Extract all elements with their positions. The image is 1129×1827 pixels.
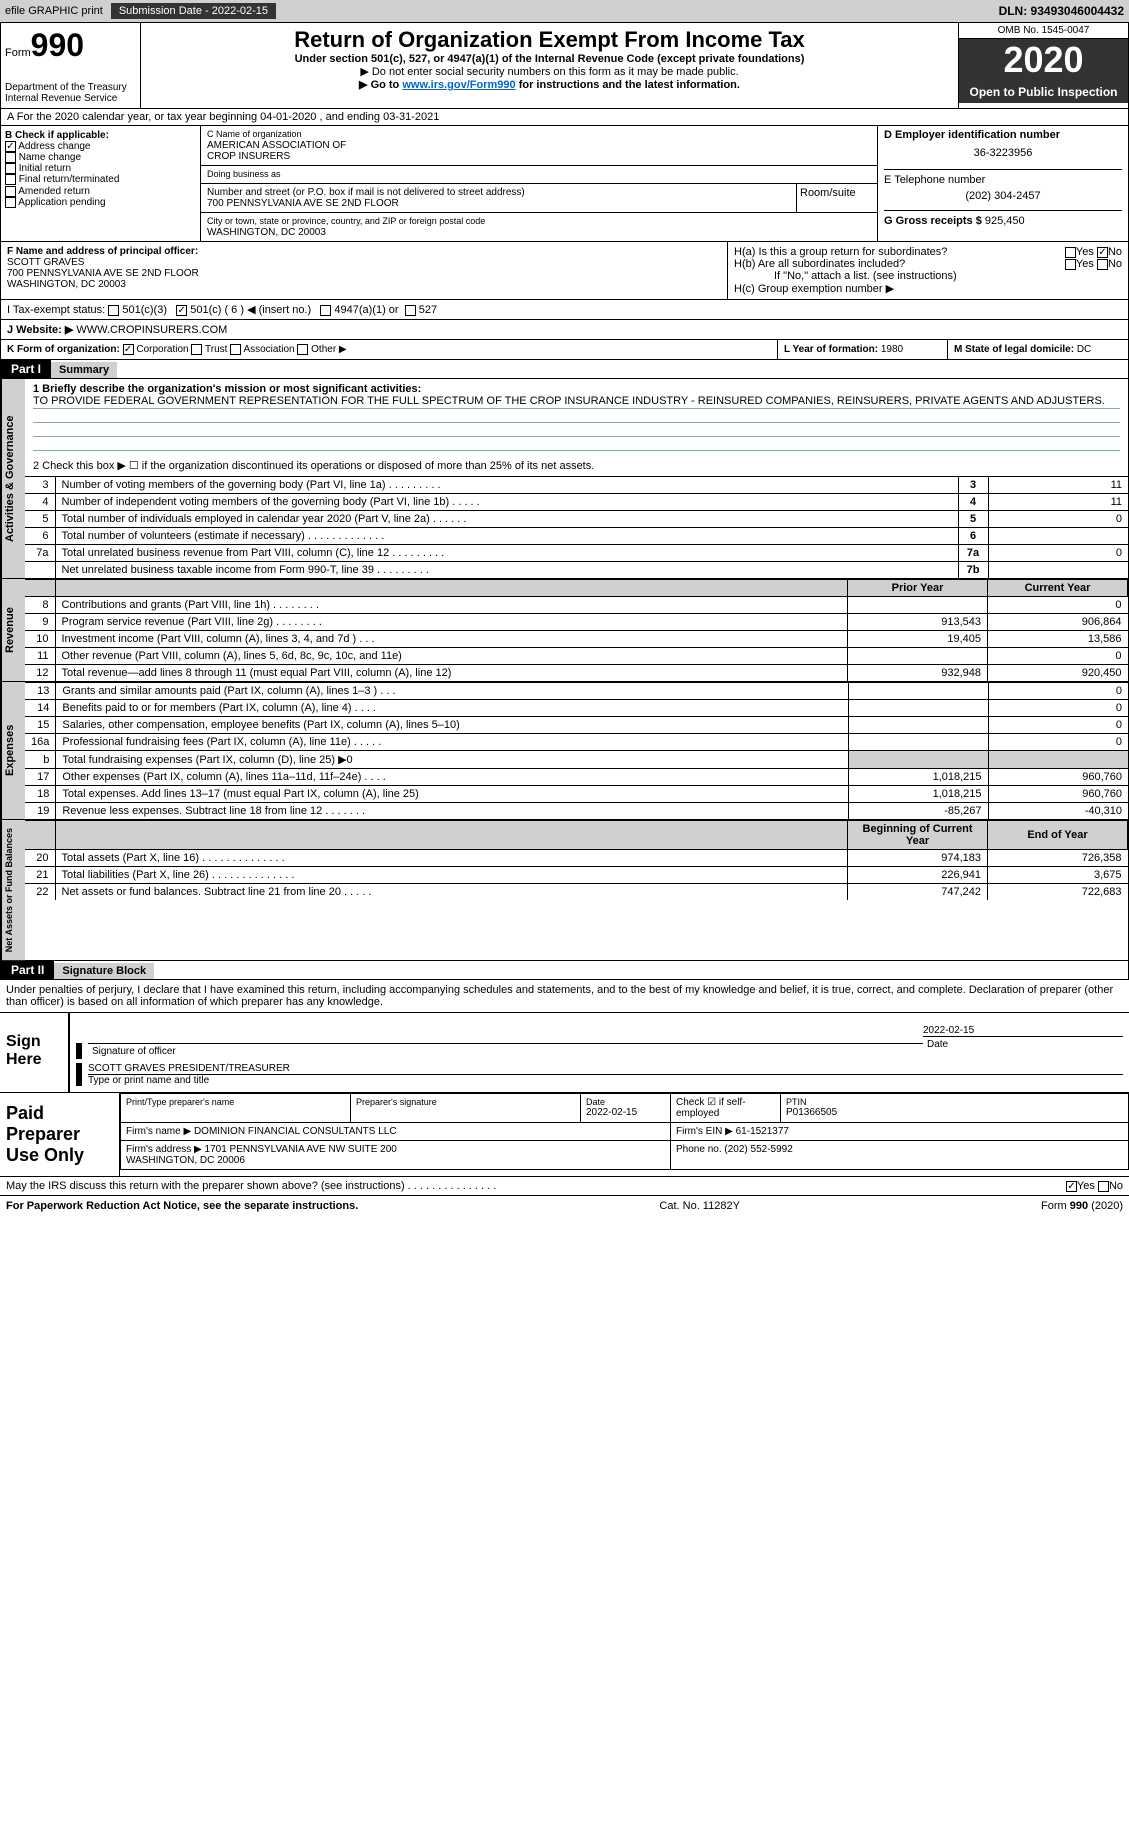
form-title: Return of Organization Exempt From Incom… bbox=[149, 27, 950, 53]
org-name-box: C Name of organization AMERICAN ASSOCIAT… bbox=[201, 126, 877, 166]
org-name: AMERICAN ASSOCIATION OF CROP INSURERS bbox=[207, 140, 346, 162]
dln-label: DLN: 93493046004432 bbox=[999, 4, 1124, 18]
efile-label: efile GRAPHIC print bbox=[5, 5, 103, 17]
top-bar: efile GRAPHIC print Submission Date - 20… bbox=[0, 0, 1129, 22]
paid-preparer-row: Paid Preparer Use Only Print/Type prepar… bbox=[0, 1092, 1129, 1177]
tax-exempt-row: I Tax-exempt status: 501(c)(3) 501(c) ( … bbox=[0, 300, 1129, 320]
officer-signed-name: SCOTT GRAVES PRESIDENT/TREASURER bbox=[88, 1063, 1123, 1074]
omb-number: OMB No. 1545-0047 bbox=[959, 23, 1128, 39]
row-a-period: A For the 2020 calendar year, or tax yea… bbox=[0, 109, 1129, 126]
checkbox-name-change[interactable]: Name change bbox=[5, 152, 196, 163]
room-box: Room/suite bbox=[797, 184, 877, 213]
officer-group-row: F Name and address of principal officer:… bbox=[0, 242, 1129, 300]
mission-text: TO PROVIDE FEDERAL GOVERNMENT REPRESENTA… bbox=[33, 395, 1120, 409]
ssn-note: ▶ Do not enter social security numbers o… bbox=[149, 65, 950, 78]
form-header: Form990 Department of the Treasury Inter… bbox=[0, 22, 1129, 109]
city-box: City or town, state or province, country… bbox=[201, 213, 877, 241]
website-row: J Website: ▶ WWW.CROPINSURERS.COM bbox=[0, 320, 1129, 340]
phone-value: (202) 304-2457 bbox=[884, 186, 1122, 206]
tax-year: 2020 bbox=[959, 39, 1128, 81]
net-assets-section: Net Assets or Fund Balances Beginning of… bbox=[0, 820, 1129, 961]
checkbox-address-change[interactable]: Address change bbox=[5, 141, 196, 152]
dept-label: Department of the Treasury Internal Reve… bbox=[5, 82, 136, 104]
col-b-checkboxes: B Check if applicable: Address change Na… bbox=[1, 126, 201, 241]
goto-note: ▶ Go to www.irs.gov/Form990 for instruct… bbox=[149, 78, 950, 91]
footer-right: Form 990 (2020) bbox=[1041, 1200, 1123, 1212]
governance-table: 3Number of voting members of the governi… bbox=[25, 476, 1128, 578]
governance-section: Activities & Governance 1 Briefly descri… bbox=[0, 379, 1129, 579]
expenses-table: 13Grants and similar amounts paid (Part … bbox=[25, 682, 1128, 819]
ein-value: 36-3223956 bbox=[884, 141, 1122, 165]
officer-name: SCOTT GRAVES bbox=[7, 257, 84, 268]
street-box: Number and street (or P.O. box if mail i… bbox=[201, 184, 797, 213]
discuss-row: May the IRS discuss this return with the… bbox=[0, 1177, 1129, 1195]
part2-header: Part IISignature Block bbox=[0, 961, 1129, 980]
col-de: D Employer identification number 36-3223… bbox=[878, 126, 1128, 241]
footer-mid: Cat. No. 11282Y bbox=[659, 1200, 740, 1212]
org-form-row: K Form of organization: Corporation Trus… bbox=[0, 340, 1129, 360]
inspection-label: Open to Public Inspection bbox=[959, 81, 1128, 103]
submission-date-button[interactable]: Submission Date - 2022-02-15 bbox=[111, 3, 276, 19]
revenue-section: Revenue Prior YearCurrent Year8Contribut… bbox=[0, 579, 1129, 682]
checkbox-application-pending[interactable]: Application pending bbox=[5, 197, 196, 208]
checkbox-amended-return[interactable]: Amended return bbox=[5, 186, 196, 197]
checkbox-initial-return[interactable]: Initial return bbox=[5, 163, 196, 174]
checkbox-final-return-terminated[interactable]: Final return/terminated bbox=[5, 174, 196, 185]
form-number: Form990 bbox=[5, 27, 136, 64]
identity-row: B Check if applicable: Address change Na… bbox=[0, 126, 1129, 242]
expenses-section: Expenses 13Grants and similar amounts pa… bbox=[0, 682, 1129, 820]
firm-name: DOMINION FINANCIAL CONSULTANTS LLC bbox=[194, 1126, 397, 1137]
website-value: WWW.CROPINSURERS.COM bbox=[76, 324, 227, 336]
dba-box: Doing business as bbox=[201, 166, 877, 184]
sign-here-row: Sign Here Signature of officer 2022-02-1… bbox=[0, 1012, 1129, 1092]
perjury-text: Under penalties of perjury, I declare th… bbox=[0, 980, 1129, 1012]
revenue-table: Prior YearCurrent Year8Contributions and… bbox=[25, 579, 1128, 681]
net-table: Beginning of Current YearEnd of Year20To… bbox=[25, 820, 1128, 900]
form-subtitle: Under section 501(c), 527, or 4947(a)(1)… bbox=[149, 53, 950, 65]
gross-receipts: 925,450 bbox=[985, 215, 1025, 227]
footer-left: For Paperwork Reduction Act Notice, see … bbox=[6, 1200, 358, 1212]
irs-link[interactable]: www.irs.gov/Form990 bbox=[402, 79, 515, 91]
part1-header: Part ISummary bbox=[0, 360, 1129, 379]
